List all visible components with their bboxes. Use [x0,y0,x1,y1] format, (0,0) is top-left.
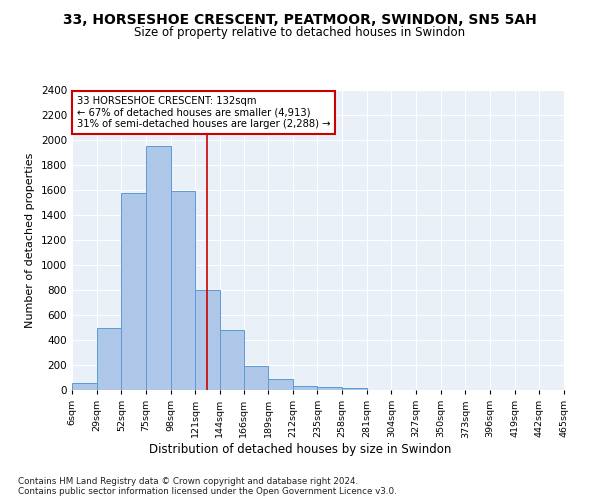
Bar [97,328,121,390]
Text: Contains public sector information licensed under the Open Government Licence v3: Contains public sector information licen… [18,488,397,496]
Text: Distribution of detached houses by size in Swindon: Distribution of detached houses by size … [149,442,451,456]
Bar [268,379,293,390]
Text: 33, HORSESHOE CRESCENT, PEATMOOR, SWINDON, SN5 5AH: 33, HORSESHOE CRESCENT, PEATMOOR, SWINDO… [63,12,537,26]
Text: Size of property relative to detached houses in Swindon: Size of property relative to detached ho… [134,26,466,39]
Y-axis label: Number of detached properties: Number of detached properties [25,152,35,328]
Bar [342,388,367,390]
Bar [146,146,170,390]
Bar [244,366,268,390]
Text: 33 HORSESHOE CRESCENT: 132sqm
← 67% of detached houses are smaller (4,913)
31% o: 33 HORSESHOE CRESCENT: 132sqm ← 67% of d… [77,96,331,129]
Text: Contains HM Land Registry data © Crown copyright and database right 2024.: Contains HM Land Registry data © Crown c… [18,478,358,486]
Bar [72,382,97,390]
Bar [195,290,220,390]
Bar [293,386,317,390]
Bar [220,330,244,390]
Bar [170,191,195,390]
Bar [317,387,342,390]
Bar [121,192,146,390]
